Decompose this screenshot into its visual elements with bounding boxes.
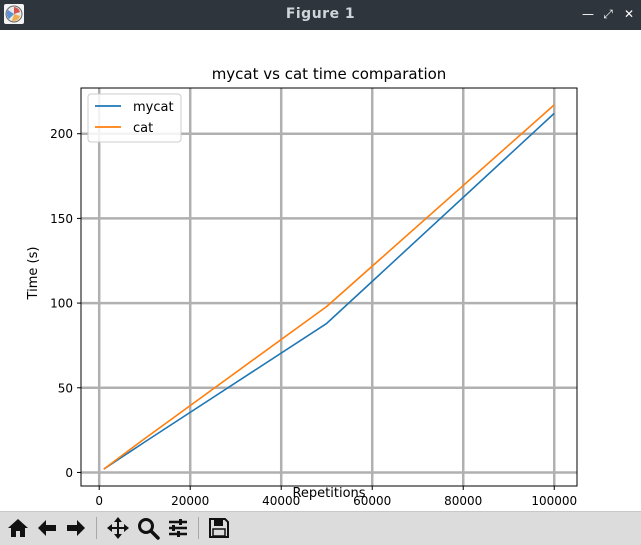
x-tick-label: 20000 — [171, 494, 209, 508]
series-line-mycat — [103, 112, 555, 470]
legend-label-mycat: mycat — [133, 100, 174, 115]
save-icon[interactable] — [206, 515, 232, 541]
app-icon — [4, 4, 24, 24]
x-tick-label: 100000 — [531, 494, 577, 508]
legend: mycat cat — [87, 93, 182, 143]
x-axis-label: Repetitions — [292, 486, 365, 501]
back-icon[interactable] — [34, 515, 60, 541]
window-title: Figure 1 — [285, 6, 356, 22]
y-tick-label: 200 — [50, 127, 73, 141]
home-icon[interactable] — [5, 515, 31, 541]
maximize-icon[interactable]: ⤢ — [603, 7, 613, 21]
toolbar-separator — [198, 517, 199, 539]
y-tick-label: 50 — [58, 381, 73, 395]
legend-label-cat: cat — [133, 121, 153, 136]
x-tick-label: 40000 — [262, 494, 300, 508]
grid — [81, 88, 577, 486]
navigation-toolbar — [0, 511, 641, 545]
series-line-cat — [103, 104, 555, 470]
y-tick-label: 0 — [65, 466, 73, 480]
ticks: 0 20000 40000 60000 80000 100000 0 50 100 150 200 — [50, 127, 577, 508]
configure-subplots-icon[interactable] — [165, 515, 191, 541]
window-titlebar: Figure 1 — ⤢ ✕ — [0, 0, 641, 30]
line-chart: 0 20000 40000 60000 80000 100000050100150200 … — [26, 65, 578, 508]
toolbar-separator — [96, 517, 97, 539]
zoom-icon[interactable] — [135, 515, 161, 541]
x-tick-label: 0 — [95, 494, 103, 508]
chart-title: mycat vs cat time comparation — [212, 65, 447, 83]
axes-frame — [80, 87, 578, 487]
forward-icon[interactable] — [63, 515, 89, 541]
pan-icon[interactable] — [105, 515, 131, 541]
close-icon[interactable]: ✕ — [623, 7, 635, 21]
x-tick-label: 60000 — [353, 494, 391, 508]
y-tick-label: 150 — [50, 212, 73, 226]
minimize-icon[interactable]: — — [582, 7, 594, 21]
y-axis-label: Time (s) — [26, 247, 41, 301]
x-tick-label: 80000 — [444, 494, 482, 508]
series-layer — [103, 104, 555, 470]
y-tick-label: 100 — [50, 297, 73, 311]
